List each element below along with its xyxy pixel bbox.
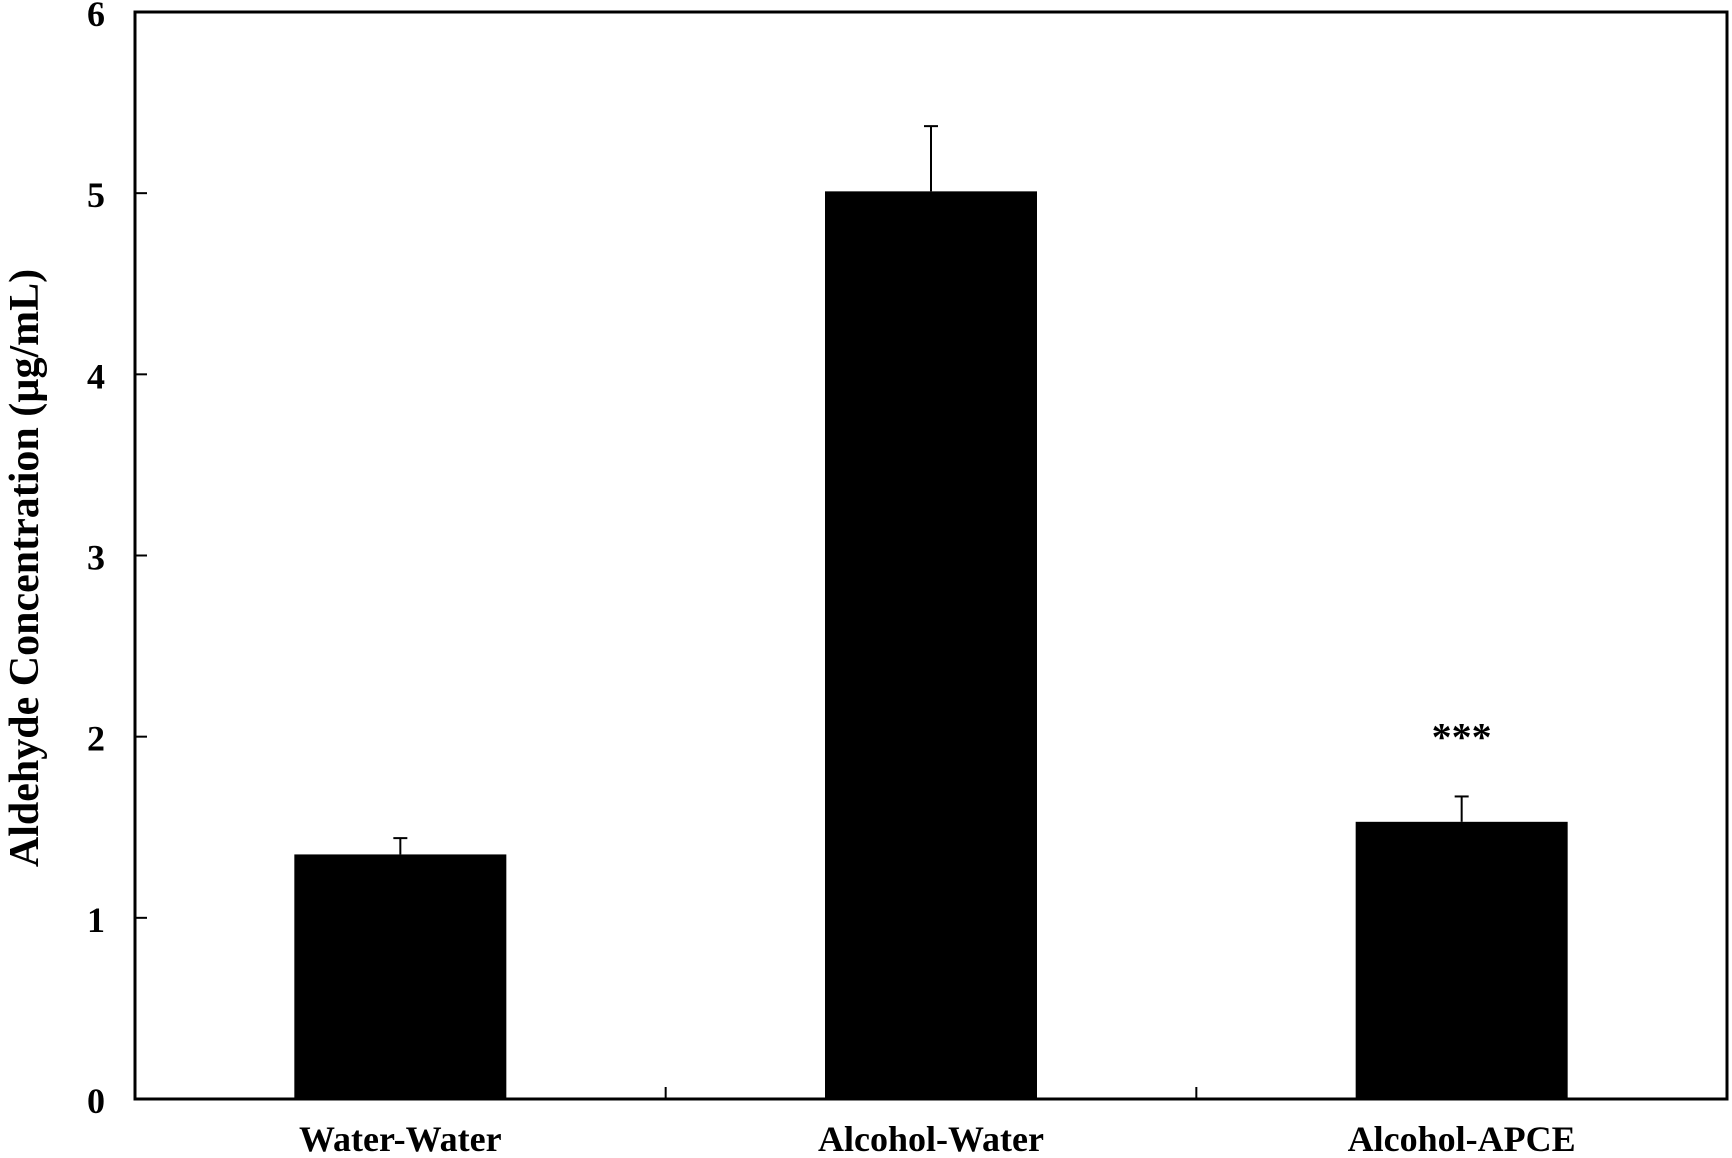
- bar-alcohol-apce: [1355, 821, 1568, 1099]
- bars-layer: [294, 191, 1568, 1100]
- y-tick-label: 6: [87, 0, 105, 34]
- y-tick-label: 3: [87, 538, 105, 578]
- x-tick-label: Water-Water: [299, 1119, 502, 1153]
- error-bars-layer: [393, 125, 1469, 855]
- significance-marker: ***: [1432, 714, 1492, 759]
- y-tick-label: 0: [87, 1081, 105, 1121]
- x-tick-label: Alcohol-APCE: [1348, 1119, 1576, 1153]
- bar-water-water: [294, 854, 507, 1099]
- y-axis-label: Aldehyde Concentration (µg/mL): [2, 269, 48, 867]
- bar-alcohol-water: [825, 191, 1037, 1100]
- y-axis-ticks: 0 1 2 3 4 5 6: [87, 0, 147, 1121]
- x-tick-label: Alcohol-Water: [818, 1119, 1044, 1153]
- y-tick-label: 1: [87, 900, 105, 940]
- y-tick-label: 2: [87, 719, 105, 759]
- annotations-layer: ***: [1432, 714, 1492, 759]
- x-axis-ticks: Water-Water Alcohol-Water Alcohol-APCE: [299, 1087, 1576, 1158]
- y-tick-label: 5: [87, 175, 105, 215]
- y-tick-label: 4: [87, 356, 105, 396]
